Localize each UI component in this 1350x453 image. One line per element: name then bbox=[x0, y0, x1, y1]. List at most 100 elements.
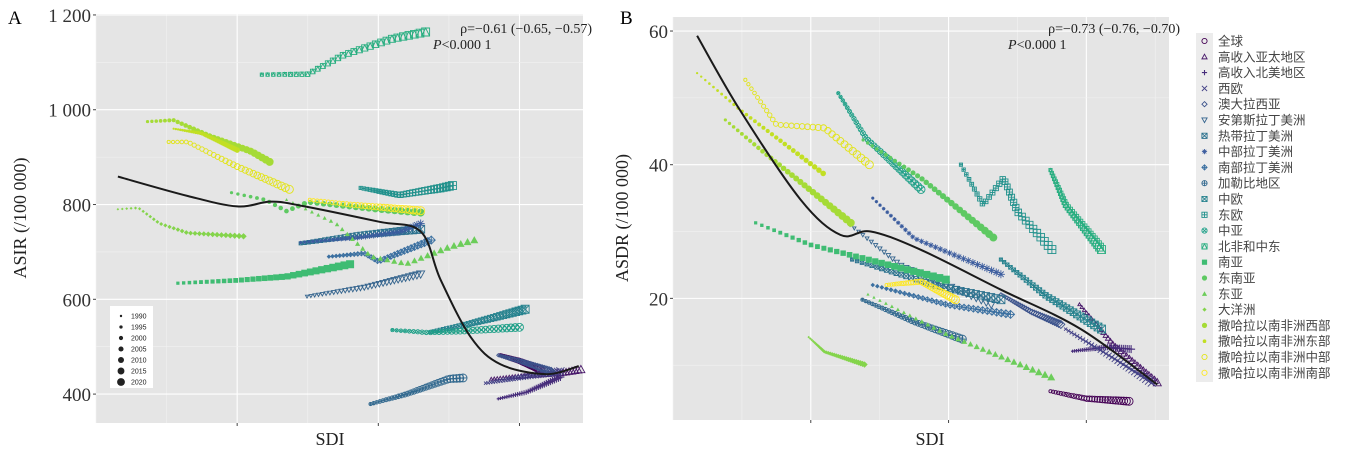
data-point bbox=[391, 191, 398, 198]
data-point bbox=[1028, 365, 1037, 373]
data-point bbox=[755, 95, 760, 100]
data-point bbox=[883, 152, 888, 157]
data-point bbox=[500, 375, 506, 380]
data-point bbox=[427, 329, 434, 336]
data-point bbox=[876, 246, 883, 252]
size-legend-key bbox=[118, 357, 124, 363]
data-point bbox=[440, 328, 447, 335]
data-point bbox=[299, 71, 305, 77]
data-point bbox=[1068, 208, 1075, 216]
legend-label: 高收入北美地区 bbox=[1218, 65, 1306, 80]
data-point bbox=[309, 68, 316, 75]
data-point bbox=[259, 72, 264, 77]
data-point bbox=[931, 186, 938, 193]
data-point bbox=[1056, 319, 1066, 330]
data-point bbox=[874, 264, 880, 270]
data-point bbox=[330, 237, 336, 242]
legend-item: 澳大拉西亚 bbox=[1201, 97, 1281, 112]
legend-item: 撒哈拉以南非洲东部 bbox=[1202, 334, 1331, 349]
legend-label: 北非和中东 bbox=[1218, 239, 1281, 254]
data-point bbox=[518, 358, 525, 365]
data-point bbox=[1044, 314, 1053, 324]
data-point bbox=[295, 270, 303, 278]
data-point bbox=[353, 286, 361, 293]
data-point bbox=[885, 253, 892, 259]
data-point bbox=[851, 116, 857, 122]
data-point bbox=[282, 71, 288, 77]
data-point bbox=[1104, 396, 1112, 404]
data-point bbox=[401, 274, 411, 283]
data-point bbox=[316, 212, 321, 217]
series-16 bbox=[284, 198, 479, 266]
data-point bbox=[901, 310, 906, 315]
data-point bbox=[1054, 318, 1064, 329]
data-point bbox=[458, 373, 468, 383]
data-point bbox=[573, 365, 583, 374]
data-point bbox=[827, 247, 833, 253]
data-point bbox=[884, 282, 889, 288]
data-point bbox=[881, 206, 886, 211]
data-point bbox=[405, 224, 414, 232]
data-point bbox=[437, 246, 445, 254]
data-point bbox=[277, 181, 286, 191]
data-point bbox=[394, 228, 402, 236]
data-point bbox=[138, 207, 142, 211]
data-point bbox=[910, 292, 917, 299]
data-point bbox=[315, 292, 322, 298]
legend-label: 全球 bbox=[1218, 34, 1244, 49]
y-tick-label: 400 bbox=[63, 385, 92, 406]
p-annotation-a: P<0.000 1 bbox=[432, 38, 491, 53]
data-point bbox=[958, 162, 964, 167]
data-point bbox=[382, 189, 388, 196]
data-point bbox=[695, 72, 699, 75]
legend-label: 澳大拉西亚 bbox=[1218, 97, 1281, 112]
legend-label: 中部拉丁美洲 bbox=[1218, 144, 1293, 159]
data-point bbox=[831, 352, 837, 358]
series-17 bbox=[807, 335, 868, 368]
legend-item: 撒哈拉以南非洲中部 bbox=[1201, 350, 1331, 365]
data-point bbox=[915, 278, 922, 286]
data-point bbox=[724, 95, 728, 100]
data-point bbox=[1127, 345, 1136, 354]
series-19 bbox=[695, 72, 826, 177]
data-point bbox=[214, 231, 220, 238]
data-point bbox=[346, 235, 352, 241]
legend-label: 安第斯拉丁美洲 bbox=[1218, 113, 1306, 128]
data-point bbox=[1028, 308, 1036, 316]
y-tick-label: 1 200 bbox=[48, 6, 91, 27]
y-tick-label: 20 bbox=[649, 289, 668, 310]
legend-item: 东亚 bbox=[1201, 286, 1243, 301]
data-point bbox=[360, 245, 366, 251]
data-point bbox=[898, 313, 905, 320]
data-point bbox=[942, 291, 951, 300]
data-point bbox=[249, 169, 258, 178]
data-point bbox=[324, 59, 331, 67]
data-point bbox=[896, 220, 901, 225]
data-point bbox=[971, 186, 977, 192]
data-point bbox=[764, 108, 770, 114]
data-point bbox=[1101, 396, 1110, 404]
data-point bbox=[897, 161, 902, 167]
series-10 bbox=[428, 304, 530, 335]
legend-item: 全球 bbox=[1201, 34, 1244, 49]
data-point bbox=[181, 128, 184, 132]
legend-item: 中亚 bbox=[1201, 223, 1243, 238]
grid-b bbox=[672, 17, 1169, 420]
data-point bbox=[1072, 332, 1077, 337]
data-point bbox=[1016, 360, 1024, 368]
data-point bbox=[935, 274, 944, 282]
data-point bbox=[401, 391, 408, 398]
data-point bbox=[908, 317, 916, 324]
series-20 bbox=[743, 77, 874, 170]
legend-key bbox=[1201, 242, 1208, 250]
legend-label: 中欧 bbox=[1218, 192, 1244, 207]
legend-item: 东欧 bbox=[1201, 207, 1244, 222]
data-point bbox=[380, 203, 388, 212]
data-point bbox=[836, 91, 841, 96]
data-point bbox=[320, 200, 327, 207]
data-point bbox=[961, 338, 968, 344]
data-point bbox=[871, 196, 875, 200]
data-point bbox=[242, 193, 247, 198]
rho-annotation-b: ρ=−0.73 (−0.76, −0.70) bbox=[1048, 22, 1180, 37]
